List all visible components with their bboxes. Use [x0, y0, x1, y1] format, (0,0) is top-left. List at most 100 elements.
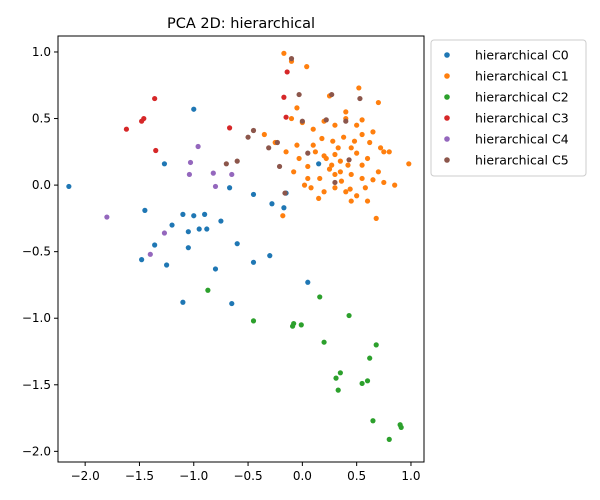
data-point — [321, 339, 327, 345]
data-point — [142, 207, 148, 213]
data-point — [296, 91, 302, 98]
data-point — [346, 157, 352, 163]
data-point — [123, 126, 130, 132]
legend-item: hierarchical C1 — [444, 69, 569, 84]
data-point — [187, 159, 194, 166]
data-point — [347, 186, 353, 192]
data-point — [274, 139, 280, 146]
data-point — [354, 193, 360, 199]
data-point — [337, 158, 343, 164]
data-point — [282, 190, 288, 196]
data-point — [359, 117, 365, 123]
y-axis: −2.0 −1.5 −1.0 −0.5 0.0 0.5 1.0 — [22, 45, 58, 458]
data-point — [152, 242, 158, 248]
data-point — [348, 171, 354, 178]
x-tick-label: −0.5 — [233, 469, 262, 483]
data-point — [370, 418, 376, 424]
legend-marker — [444, 157, 450, 163]
x-tick-label: 0.5 — [347, 469, 366, 483]
x-tick-label: −1.5 — [125, 469, 154, 483]
data-point — [345, 162, 351, 168]
legend-item: hierarchical C5 — [444, 153, 569, 168]
data-point — [227, 125, 233, 131]
legend-label: hierarchical C2 — [475, 90, 569, 105]
data-point — [381, 149, 387, 155]
data-point — [351, 138, 358, 144]
data-point — [335, 387, 341, 393]
data-point — [245, 134, 251, 140]
data-point — [338, 178, 345, 184]
series-2-points — [205, 287, 404, 442]
data-point — [354, 150, 360, 156]
data-point — [191, 213, 197, 219]
data-point — [294, 142, 300, 148]
data-point — [212, 266, 219, 272]
data-point — [289, 323, 296, 329]
data-point — [392, 182, 398, 188]
data-point — [354, 122, 360, 128]
data-point — [343, 189, 349, 195]
data-point — [329, 91, 335, 98]
data-point — [284, 69, 290, 75]
data-point — [305, 175, 311, 182]
data-point — [250, 259, 257, 265]
legend-marker — [444, 52, 450, 58]
legend: hierarchical C0 hierarchical C1 hierarchic… — [430, 39, 587, 177]
data-points — [66, 50, 412, 442]
data-point — [310, 142, 316, 148]
data-point — [294, 105, 300, 111]
data-point — [332, 185, 338, 191]
data-point — [323, 117, 329, 123]
legend-item: hierarchical C0 — [444, 48, 569, 63]
data-point — [304, 64, 310, 70]
x-tick-label: 0.0 — [293, 469, 312, 483]
data-point — [104, 214, 110, 220]
data-point — [346, 312, 352, 319]
data-point — [312, 149, 318, 155]
data-point — [266, 145, 272, 151]
legend-box — [430, 39, 587, 177]
data-point — [281, 205, 287, 211]
legend-label: hierarchical C1 — [475, 69, 569, 84]
data-point — [234, 241, 240, 247]
legend-item: hierarchical C2 — [444, 90, 569, 105]
data-point — [359, 175, 365, 182]
y-tick-label: 0.5 — [32, 112, 51, 126]
data-point — [205, 287, 211, 293]
data-point — [185, 245, 191, 251]
data-point — [147, 251, 153, 257]
data-point — [161, 230, 168, 236]
data-point — [343, 109, 349, 115]
data-point — [202, 211, 208, 217]
data-point — [161, 161, 168, 167]
data-point — [66, 183, 72, 190]
data-point — [386, 436, 392, 442]
data-point — [281, 50, 287, 56]
data-point — [332, 151, 338, 158]
legend-label: hierarchical C5 — [475, 153, 569, 168]
series-4-points — [104, 143, 235, 257]
data-point — [305, 279, 311, 285]
y-tick-label: −1.0 — [22, 311, 51, 325]
data-point — [377, 145, 384, 151]
series-3-points — [123, 69, 290, 154]
data-point — [227, 185, 233, 191]
data-point — [343, 118, 349, 124]
data-point — [375, 169, 381, 175]
data-point — [152, 95, 158, 102]
data-point — [337, 169, 343, 175]
data-point — [357, 95, 363, 102]
legend-label: hierarchical C4 — [475, 132, 569, 147]
data-point — [267, 253, 273, 259]
data-point — [386, 149, 392, 155]
data-point — [185, 229, 191, 235]
data-point — [296, 155, 302, 162]
data-point — [223, 161, 229, 167]
legend-item: hierarchical C3 — [444, 111, 569, 126]
data-point — [261, 131, 267, 138]
data-point — [362, 185, 368, 191]
x-axis: −2.0 −1.5 −1.0 −0.5 0.0 0.5 1.0 — [71, 462, 421, 483]
data-point — [250, 127, 257, 134]
data-point — [196, 226, 202, 232]
